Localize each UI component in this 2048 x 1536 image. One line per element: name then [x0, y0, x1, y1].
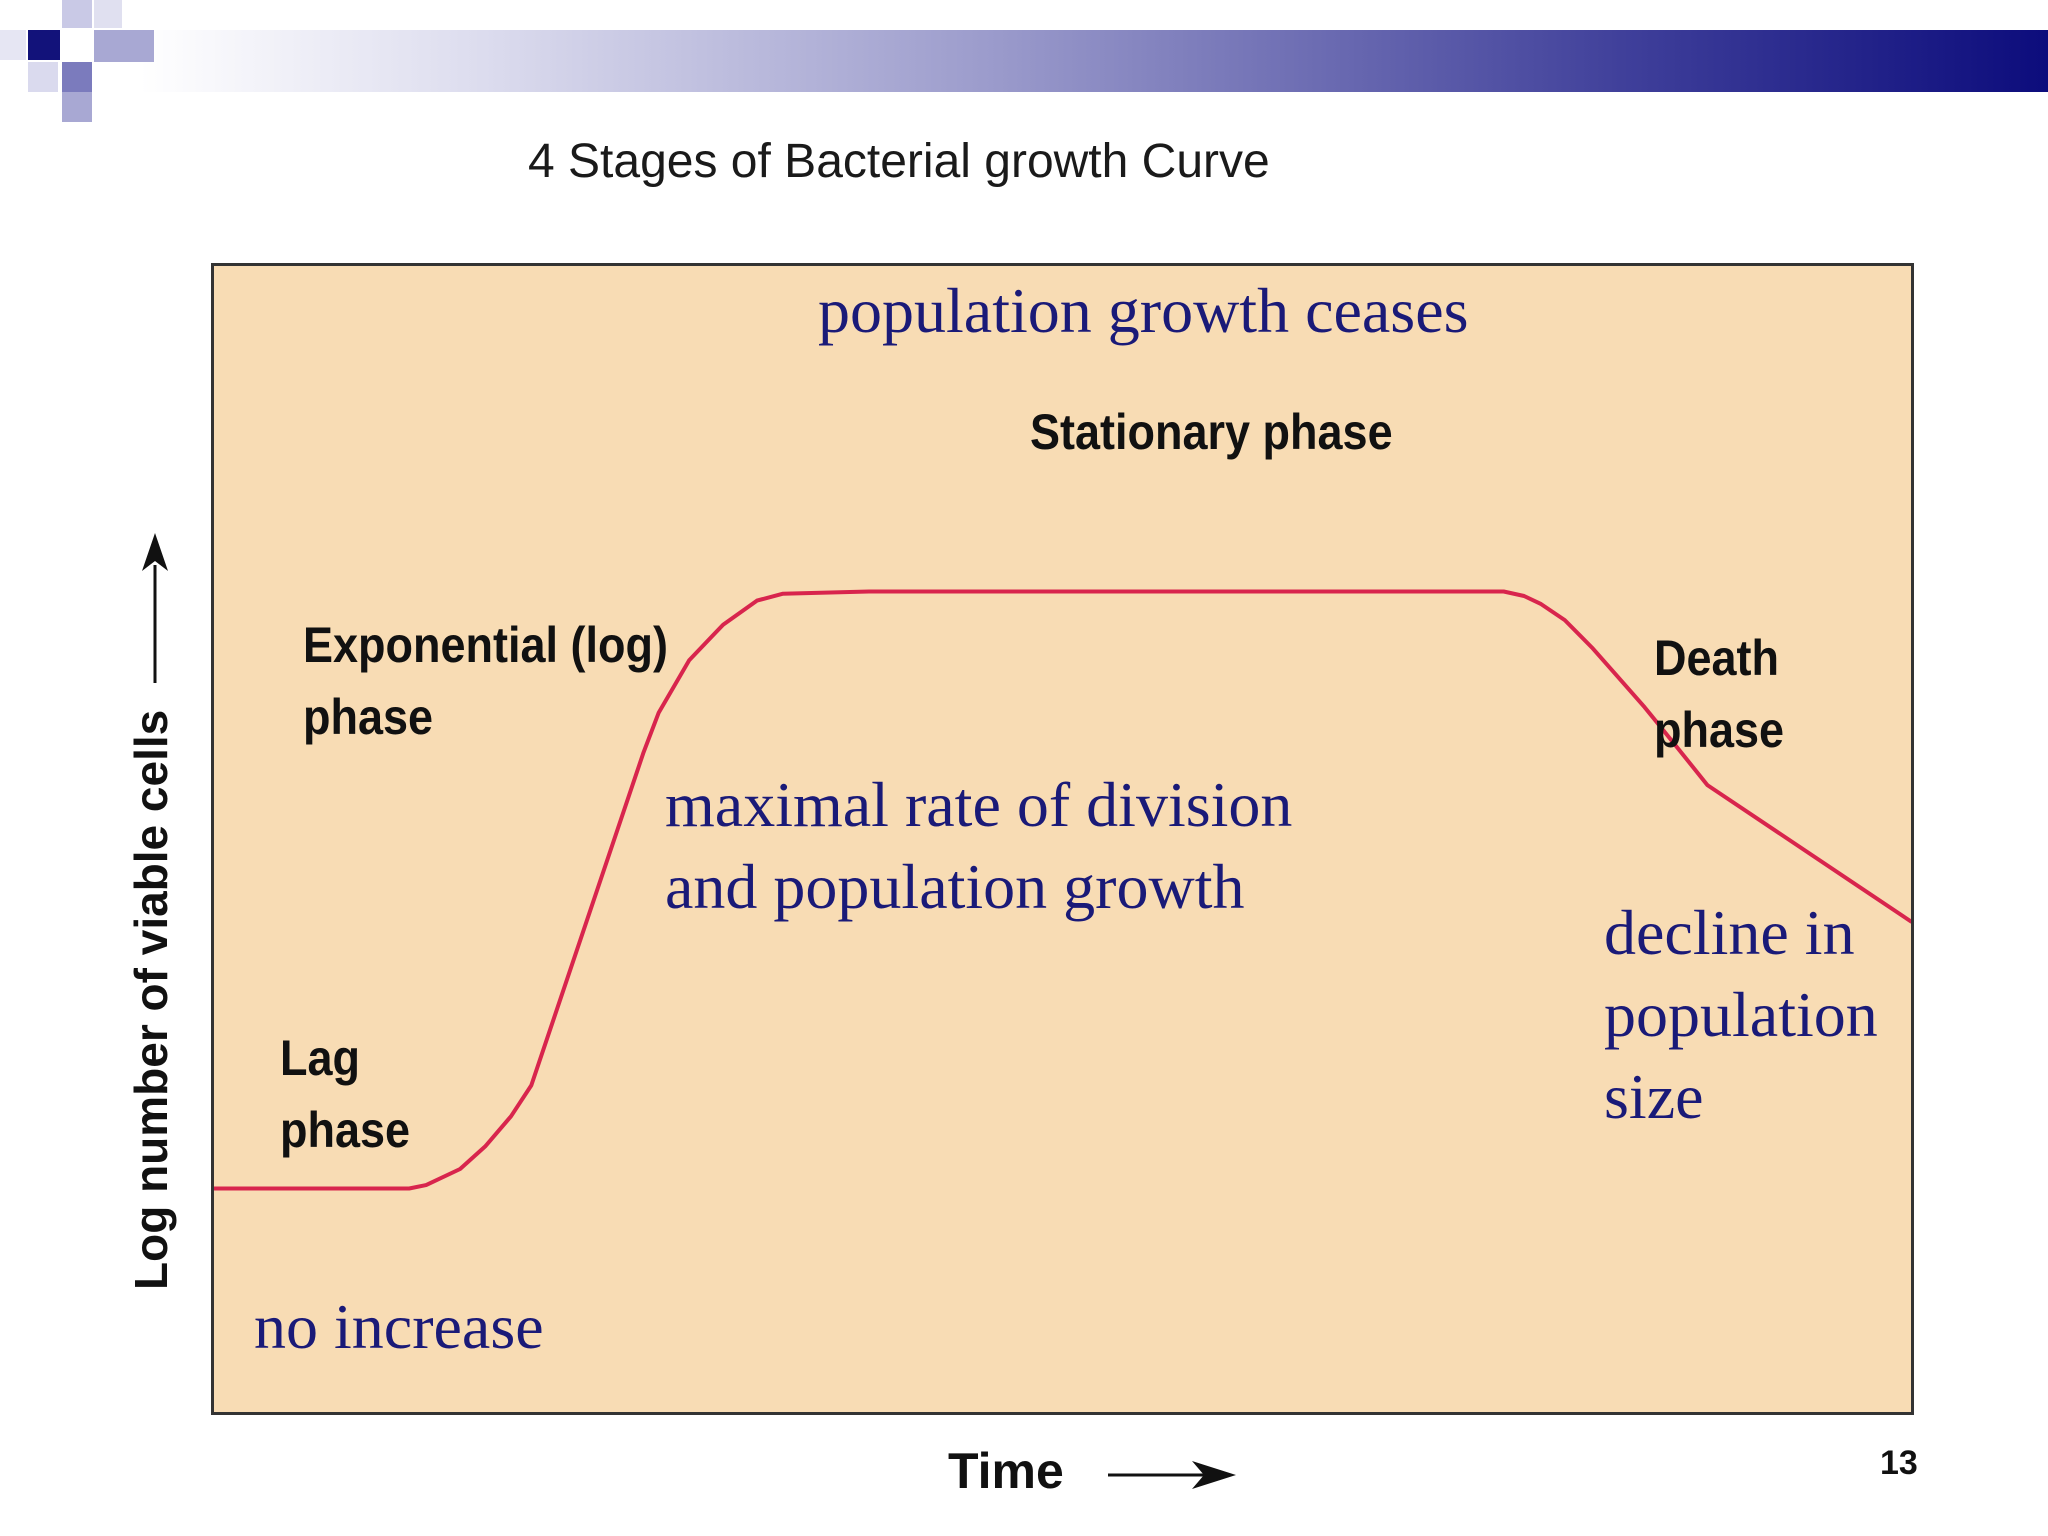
annotation-line: size	[1604, 1061, 1704, 1132]
annotation-line: no increase	[254, 1291, 544, 1362]
exponential-phase-label-line1: Exponential (log)	[303, 617, 668, 673]
arrow-up-icon	[141, 532, 168, 683]
death-phase-label-line2: phase	[1654, 702, 1785, 758]
annotation-maximal-rate: maximal rate of division and population …	[665, 764, 1292, 928]
death-phase-label: Death phase	[1654, 622, 1784, 766]
annotation-line: maximal rate of division	[665, 769, 1293, 840]
annotation-no-increase: no increase	[254, 1286, 544, 1368]
annotation-line: and population growth	[665, 851, 1245, 922]
decorative-square	[62, 62, 92, 92]
y-axis-label: Log number of viable cells	[124, 532, 178, 1290]
annotation-line: population	[1604, 979, 1878, 1050]
annotation-line: decline in	[1604, 897, 1855, 968]
decorative-square	[0, 30, 26, 60]
arrow-right-icon	[1107, 1460, 1236, 1489]
slide-title: 4 Stages of Bacterial growth Curve	[528, 135, 1270, 188]
growth-curve-line	[214, 589, 1911, 1191]
slide-header-gradient-bar	[140, 30, 2048, 92]
lag-phase-label-line2: phase	[280, 1102, 411, 1158]
y-axis-label-text: Log number of viable cells	[125, 709, 177, 1290]
decorative-square	[28, 30, 60, 60]
decorative-square	[94, 0, 122, 28]
page-number: 13	[1880, 1444, 1918, 1482]
decorative-square	[94, 30, 154, 62]
decorative-square	[62, 92, 92, 122]
lag-phase-label-line1: Lag	[280, 1030, 361, 1086]
exponential-phase-label-line2: phase	[303, 689, 434, 745]
growth-curve-svg	[214, 589, 1911, 1191]
death-phase-label-line1: Death	[1654, 630, 1780, 686]
stationary-phase-label: Stationary phase	[1030, 396, 1393, 468]
decorative-square	[62, 0, 92, 28]
x-axis-label-text: Time	[948, 1443, 1064, 1499]
x-axis-label: Time	[948, 1442, 1238, 1500]
chart-panel: Lag phase Exponential (log) phase Statio…	[211, 263, 1914, 1415]
annotation-line: population growth ceases	[818, 275, 1469, 346]
annotation-growth-ceases: population growth ceases	[818, 270, 1469, 352]
stationary-phase-label-line1: Stationary phase	[1030, 404, 1393, 460]
lag-phase-label: Lag phase	[280, 1022, 410, 1166]
exponential-phase-label: Exponential (log) phase	[303, 609, 668, 753]
annotation-decline: decline in population size	[1604, 892, 1878, 1138]
decorative-square	[28, 62, 58, 92]
